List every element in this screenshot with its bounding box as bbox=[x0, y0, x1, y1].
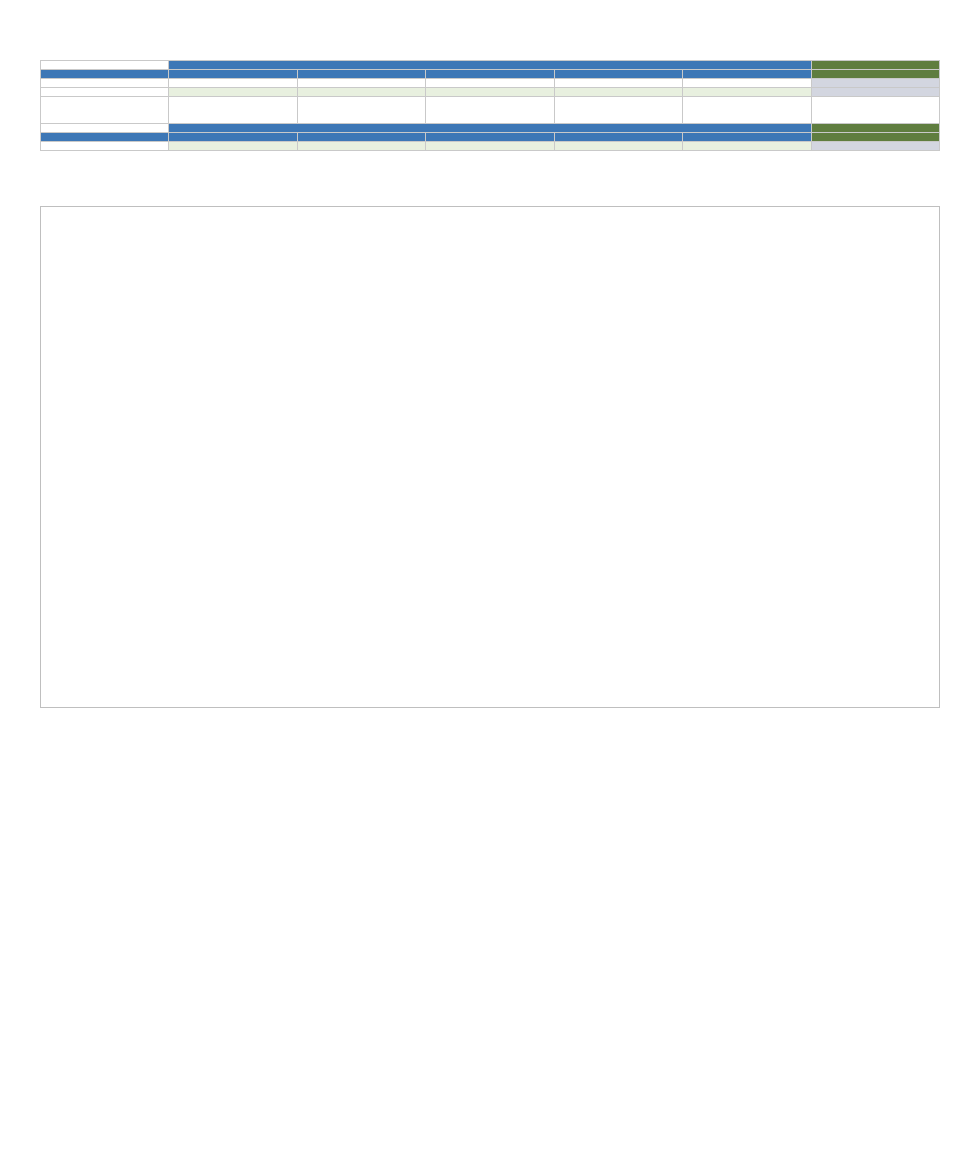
date-cell bbox=[41, 79, 169, 88]
blank-header bbox=[41, 61, 169, 70]
pct-cell bbox=[426, 142, 554, 151]
table-row bbox=[41, 79, 940, 88]
pct-cell bbox=[169, 142, 297, 151]
col2-ccl bbox=[554, 133, 682, 142]
date-cell bbox=[41, 88, 169, 97]
col-pfe bbox=[297, 70, 425, 79]
value-cell bbox=[554, 79, 682, 88]
value-cell bbox=[554, 88, 682, 97]
table-row bbox=[41, 142, 940, 151]
col-mrk bbox=[426, 70, 554, 79]
sector-cell bbox=[811, 79, 939, 88]
col2-abt bbox=[169, 133, 297, 142]
blank-header bbox=[41, 124, 169, 133]
col-ccl bbox=[554, 70, 682, 79]
header-valores bbox=[169, 61, 811, 70]
chart-svg bbox=[51, 217, 931, 697]
line-chart bbox=[40, 206, 940, 708]
pct-cell bbox=[554, 142, 682, 151]
col-cer bbox=[683, 70, 811, 79]
value-cell bbox=[297, 88, 425, 97]
value-cell bbox=[426, 88, 554, 97]
pct-cell bbox=[683, 142, 811, 151]
sector-cell bbox=[811, 142, 939, 151]
value-cell bbox=[169, 79, 297, 88]
value-cell bbox=[426, 79, 554, 88]
col2-xph bbox=[811, 133, 939, 142]
col2-mrk bbox=[426, 133, 554, 142]
value-cell bbox=[169, 88, 297, 97]
header-variacion bbox=[169, 124, 811, 133]
spacer-row bbox=[41, 97, 940, 124]
value-cell bbox=[297, 79, 425, 88]
value-cell bbox=[683, 88, 811, 97]
col-xph bbox=[811, 70, 939, 79]
header-sector bbox=[811, 61, 939, 70]
col2-pfe bbox=[297, 133, 425, 142]
table-row bbox=[41, 88, 940, 97]
col2-cer bbox=[683, 133, 811, 142]
col-abt bbox=[169, 70, 297, 79]
header-sector2 bbox=[811, 124, 939, 133]
tasa-label bbox=[41, 142, 169, 151]
closing-values-table bbox=[40, 60, 940, 151]
pct-cell bbox=[297, 142, 425, 151]
sector-cell bbox=[811, 88, 939, 97]
value-cell bbox=[683, 79, 811, 88]
col-fecha bbox=[41, 70, 169, 79]
blank-sub bbox=[41, 133, 169, 142]
